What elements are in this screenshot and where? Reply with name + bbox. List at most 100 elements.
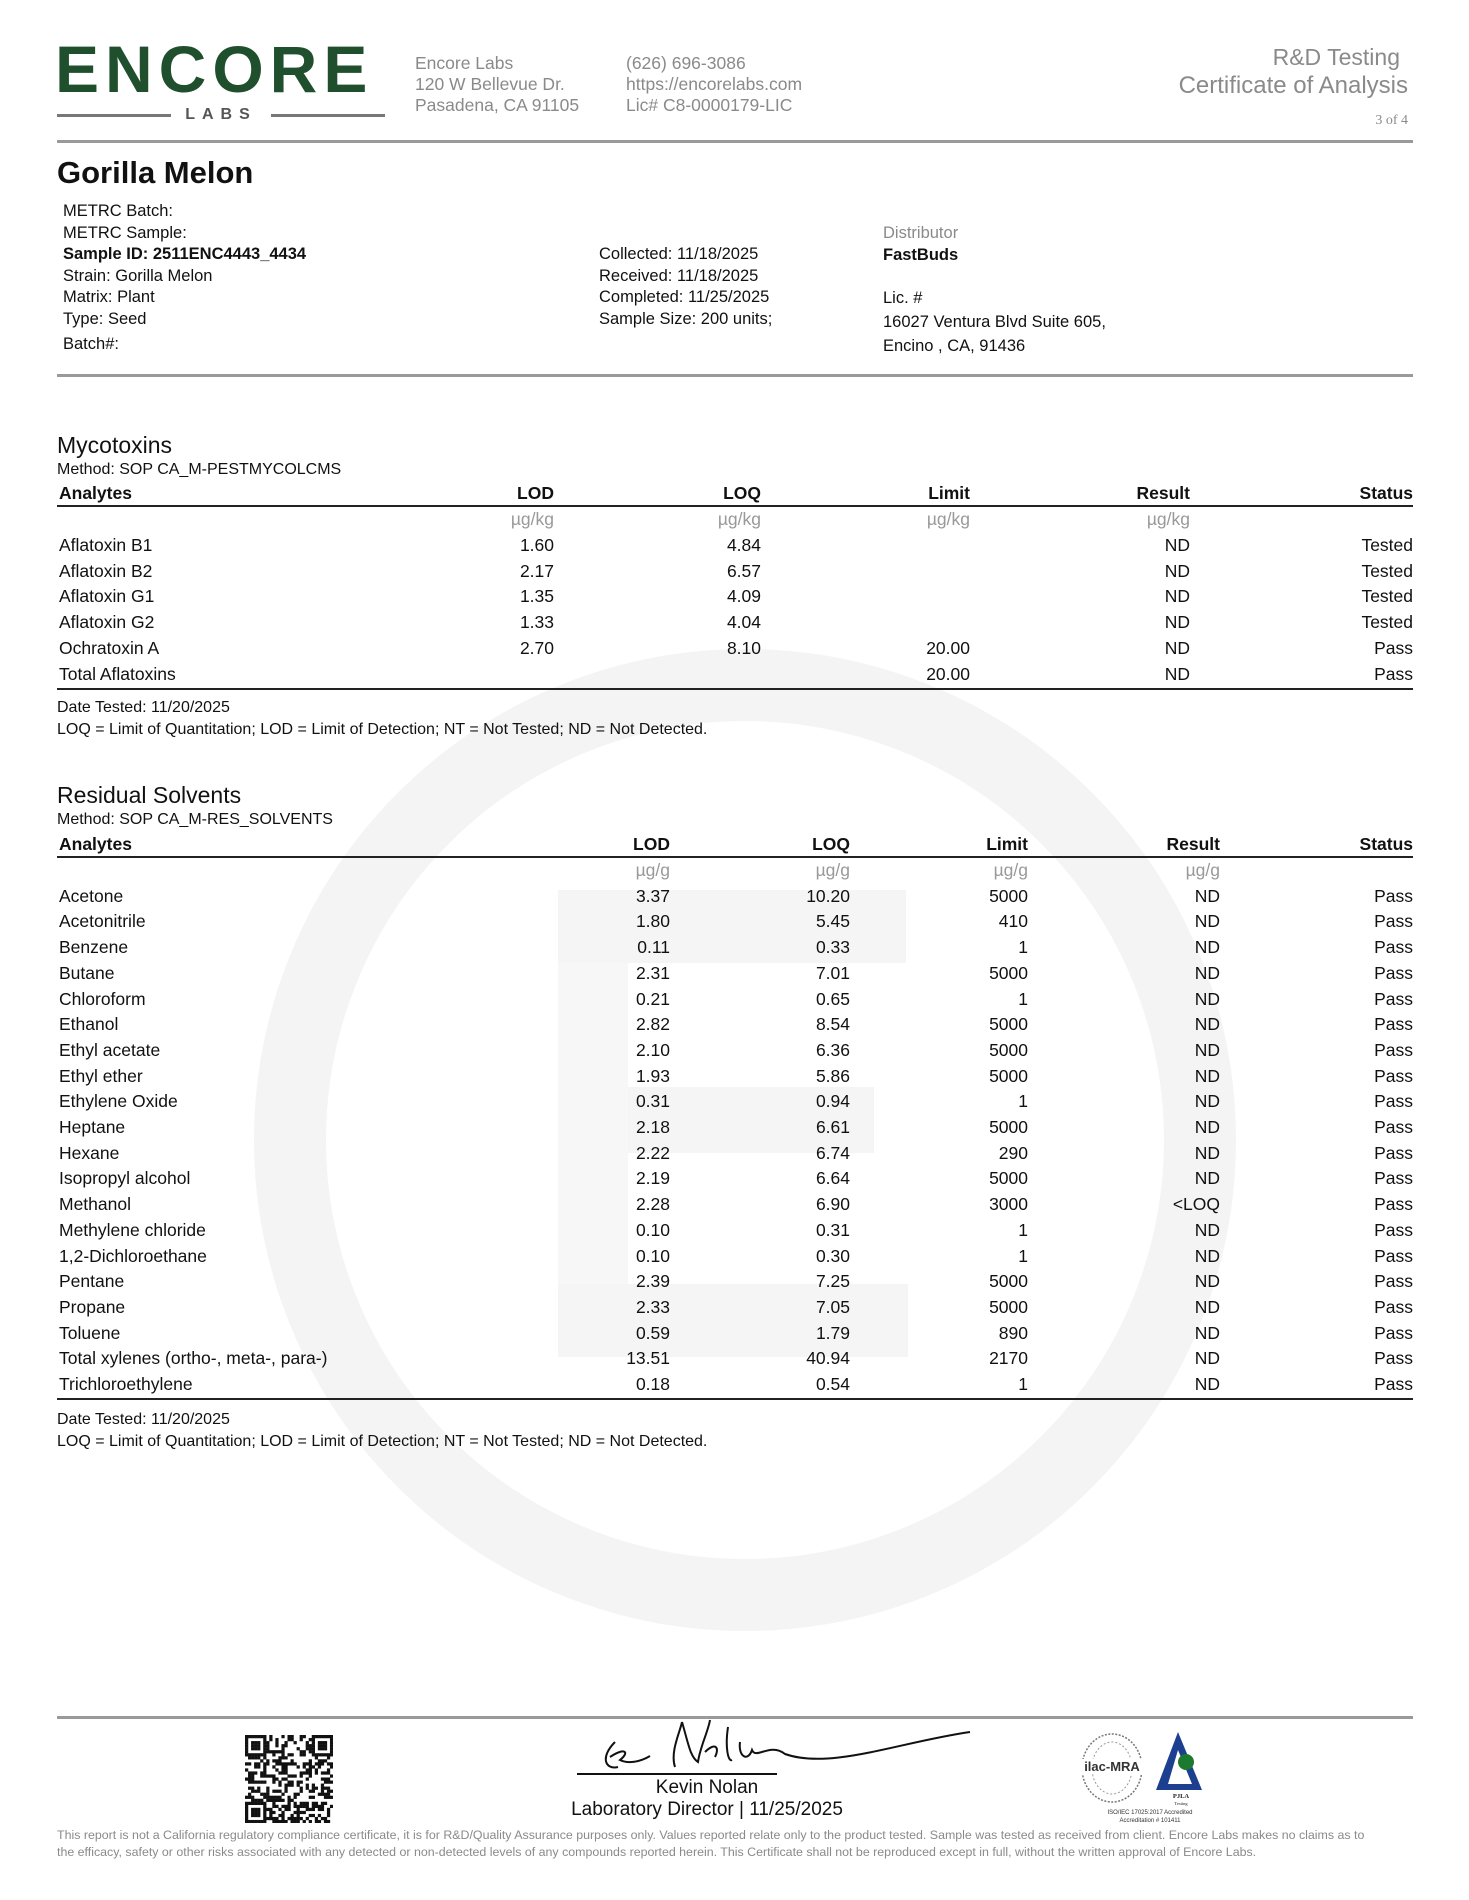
status-cell: Pass (1374, 1322, 1413, 1343)
loq-cell: 6.36 (815, 1039, 850, 1060)
col-limit: Limit (850, 832, 1028, 858)
limit-cell: 290 (998, 1142, 1028, 1163)
sample-dates: Collected: 11/18/2025 Received: 11/18/20… (599, 244, 772, 330)
sample-id: Sample ID: 2511ENC4443_4434 (63, 245, 307, 264)
analyte-cell: 1,2-Dichloroethane (59, 1245, 207, 1266)
limit-cell: 5000 (989, 1168, 1028, 1189)
limit-cell: 1 (1018, 1091, 1028, 1112)
loq-cell: 6.90 (815, 1194, 850, 1215)
lod-cell: 1.35 (519, 586, 554, 607)
status-cell: Pass (1374, 1194, 1413, 1215)
loq-cell: 0.31 (815, 1219, 850, 1240)
mycotoxins-table: Analytes LOD LOQ Limit Result Status µg/… (57, 481, 1413, 690)
limit-cell (761, 533, 970, 559)
lod-cell: 2.82 (635, 1014, 670, 1035)
table-row: Butane 2.31 7.01 5000 ND Pass (57, 961, 1413, 987)
result-cell: ND (1194, 1348, 1220, 1369)
units-row: µg/g µg/g µg/g µg/g (57, 857, 1413, 884)
received-date: Received: 11/18/2025 (599, 266, 759, 285)
result-cell: ND (1194, 911, 1220, 932)
table-row: Ethyl ether 1.93 5.86 5000 ND Pass (57, 1064, 1413, 1090)
status-cell (1190, 506, 1413, 533)
table-row: Methylene chloride 0.10 0.31 1 ND Pass (57, 1218, 1413, 1244)
metrc-batch: METRC Batch: (63, 202, 174, 220)
loq-cell: 10.20 (806, 885, 850, 906)
info-divider (57, 374, 1413, 377)
analyte-cell: Heptane (59, 1117, 126, 1138)
analyte-cell: Ethanol (59, 1014, 119, 1035)
col-result: Result (970, 481, 1190, 507)
analyte-cell: Aflatoxin G1 (59, 586, 155, 607)
col-status: Status (1190, 481, 1413, 507)
loq-cell: 8.54 (815, 1014, 850, 1035)
analyte-cell: Acetonitrile (59, 911, 146, 932)
result-cell: ND (1164, 612, 1190, 633)
distributor-license: Lic. # (883, 288, 923, 307)
signature-image (604, 1719, 971, 1769)
limit-cell: µg/kg (926, 509, 970, 529)
table-header: Analytes LOD LOQ Limit Result Status (57, 481, 1413, 507)
limit-cell: 5000 (989, 885, 1028, 906)
result-cell: ND (1194, 1091, 1220, 1112)
result-cell: ND (1194, 1245, 1220, 1266)
signer-block: Kevin Nolan Laboratory Director | 11/25/… (507, 1777, 907, 1821)
result-cell: ND (1194, 1296, 1220, 1317)
lab-license: Lic# C8-0000179-LIC (626, 95, 793, 115)
lab-website: https://encorelabs.com (626, 74, 803, 94)
distributor-label: Distributor (883, 224, 959, 242)
col-limit: Limit (761, 481, 970, 507)
report-title: Certificate of Analysis (1178, 72, 1408, 99)
status-cell: Pass (1374, 1065, 1413, 1086)
limit-cell: 2170 (989, 1348, 1028, 1369)
status-cell: Pass (1190, 661, 1413, 690)
limit-cell: 5000 (989, 1117, 1028, 1138)
lab-contact: (626) 696-3086 https://encorelabs.com Li… (626, 53, 802, 116)
analyte-cell: Trichloroethylene (57, 1372, 557, 1400)
col-analytes: Analytes (57, 481, 457, 507)
lod-cell: 2.19 (635, 1168, 670, 1189)
table-row: Propane 2.33 7.05 5000 ND Pass (57, 1295, 1413, 1321)
loq-cell: 6.74 (815, 1142, 850, 1163)
lab-name: Encore Labs (415, 53, 514, 73)
limit-cell: 410 (998, 911, 1028, 932)
result-cell: ND (1164, 586, 1190, 607)
qr-code-icon[interactable] (245, 1735, 333, 1823)
svg-text:ilac-MRA: ilac-MRA (1084, 1759, 1140, 1774)
distributor-info: Distributor FastBuds Lic. # 16027 Ventur… (883, 223, 1106, 358)
col-result: Result (1028, 832, 1220, 858)
strain: Strain: Gorilla Melon (63, 266, 213, 285)
result-cell: ND (1194, 885, 1220, 906)
table-row: Aflatoxin B1 1.60 4.84 ND Tested (57, 533, 1413, 559)
loq-cell: 5.45 (815, 911, 850, 932)
loq-cell: 4.84 (726, 534, 761, 555)
col-status: Status (1220, 832, 1413, 858)
table-row: Heptane 2.18 6.61 5000 ND Pass (57, 1115, 1413, 1141)
loq-cell: 6.61 (815, 1117, 850, 1138)
lod-cell: 0.10 (635, 1219, 670, 1240)
collected-date: Collected: 11/18/2025 (599, 245, 759, 263)
table-row: Toluene 0.59 1.79 890 ND Pass (57, 1321, 1413, 1347)
analyte-cell: Acetone (59, 885, 124, 906)
col-lod: LOD (457, 481, 554, 507)
analyte-cell (57, 857, 557, 884)
loq-cell (554, 661, 761, 690)
result-cell: ND (1028, 1372, 1220, 1400)
lod-cell: 0.31 (635, 1091, 670, 1112)
table-row: Aflatoxin B2 2.17 6.57 ND Tested (57, 559, 1413, 585)
table-row: Ethylene Oxide 0.31 0.94 1 ND Pass (57, 1089, 1413, 1115)
footer-divider (57, 1716, 1413, 1719)
batch: Batch#: (63, 334, 119, 353)
status-cell: Pass (1374, 1117, 1413, 1138)
svg-text:ISO/IEC 17025:2017 Accredited: ISO/IEC 17025:2017 Accredited (1107, 1810, 1192, 1816)
pjla-logo: PJLA Testing (1156, 1732, 1202, 1806)
status-cell (1220, 857, 1413, 884)
limit-cell: 20.00 (926, 637, 970, 658)
sample-info: METRC Batch: METRC Sample: Sample ID: 25… (63, 201, 306, 355)
table-row: Benzene 0.11 0.33 1 ND Pass (57, 935, 1413, 961)
type: Type: Seed (63, 309, 147, 328)
result-cell: ND (1194, 1065, 1220, 1086)
table-row: Ochratoxin A 2.70 8.10 20.00 ND Pass (57, 636, 1413, 662)
result-cell: ND (1164, 560, 1190, 581)
analyte-cell: Total Aflatoxins (57, 661, 457, 690)
loq-cell: 1.79 (815, 1322, 850, 1343)
